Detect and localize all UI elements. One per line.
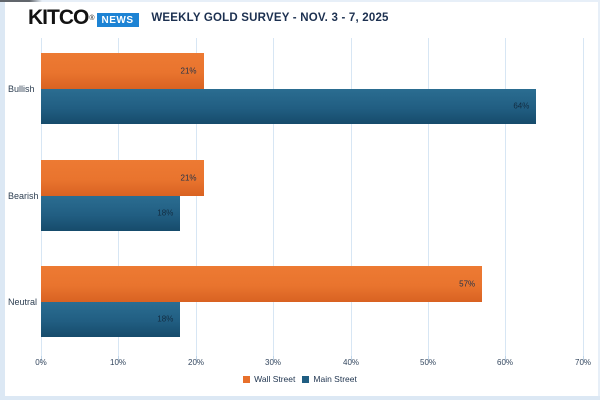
legend-label-wall-street: Wall Street xyxy=(254,374,296,384)
axis-tickmark xyxy=(196,356,197,361)
gridline xyxy=(196,38,197,356)
axis-tickmark xyxy=(41,356,42,361)
bar-wall-street-bearish: 21% xyxy=(41,160,204,196)
category-label-bearish: Bearish xyxy=(8,190,39,201)
legend-item-main-street: Main Street xyxy=(302,374,357,384)
value-label: 57% xyxy=(459,279,476,289)
axis-tickmark xyxy=(583,356,584,361)
value-label: 21% xyxy=(180,173,197,183)
value-label: 21% xyxy=(180,66,197,76)
gridline xyxy=(273,38,274,356)
x-axis-tick-label: 0% xyxy=(35,358,47,367)
kitco-logo-text: KITCO xyxy=(28,6,89,29)
x-axis-tick-label: 20% xyxy=(187,358,205,367)
x-axis-tick-label: 60% xyxy=(496,358,514,367)
legend: Wall Street Main Street xyxy=(0,374,600,384)
category-label-bullish: Bullish xyxy=(8,83,35,94)
value-label: 18% xyxy=(157,314,174,324)
registered-mark: ® xyxy=(89,15,95,22)
decorative-border-top xyxy=(0,0,600,2)
gridline xyxy=(351,38,352,356)
x-axis-tick-label: 50% xyxy=(419,358,437,367)
kitco-logo: KITCO ® NEWS xyxy=(28,6,139,29)
decorative-sliver xyxy=(0,0,42,2)
axis-tickmark xyxy=(505,356,506,361)
x-axis-tick-label: 30% xyxy=(264,358,282,367)
category-label-neutral: Neutral xyxy=(8,296,38,307)
bar-wall-street-neutral: 57% xyxy=(41,266,483,302)
main-street-swatch xyxy=(302,375,310,383)
legend-label-main-street: Main Street xyxy=(313,374,357,384)
axis-tickmark xyxy=(273,356,274,361)
value-label: 18% xyxy=(157,208,174,218)
bar-main-street-neutral: 18% xyxy=(41,301,181,337)
bar-main-street-bearish: 18% xyxy=(41,195,181,231)
axis-tickmark xyxy=(118,356,119,361)
x-axis-tick-label: 70% xyxy=(574,358,592,367)
bar-main-street-bullish: 64% xyxy=(41,88,537,124)
gridline xyxy=(505,38,506,356)
chart-title: WEEKLY GOLD SURVEY - NOV. 3 - 7, 2025 xyxy=(151,12,389,24)
axis-tickmark xyxy=(428,356,429,361)
decorative-border-right xyxy=(598,0,600,400)
decorative-border-bottom xyxy=(0,396,600,400)
wall-street-swatch xyxy=(243,375,251,383)
value-label: 64% xyxy=(513,101,530,111)
news-badge: NEWS xyxy=(96,13,139,27)
bar-wall-street-bullish: 21% xyxy=(41,53,204,89)
axis-tickmark xyxy=(351,356,352,361)
x-axis-tick-label: 10% xyxy=(109,358,127,367)
legend-item-wall-street: Wall Street xyxy=(243,374,295,384)
gridline xyxy=(583,38,584,356)
x-axis-tick-label: 40% xyxy=(342,358,360,367)
decorative-border-left xyxy=(0,0,5,400)
gridline xyxy=(428,38,429,356)
